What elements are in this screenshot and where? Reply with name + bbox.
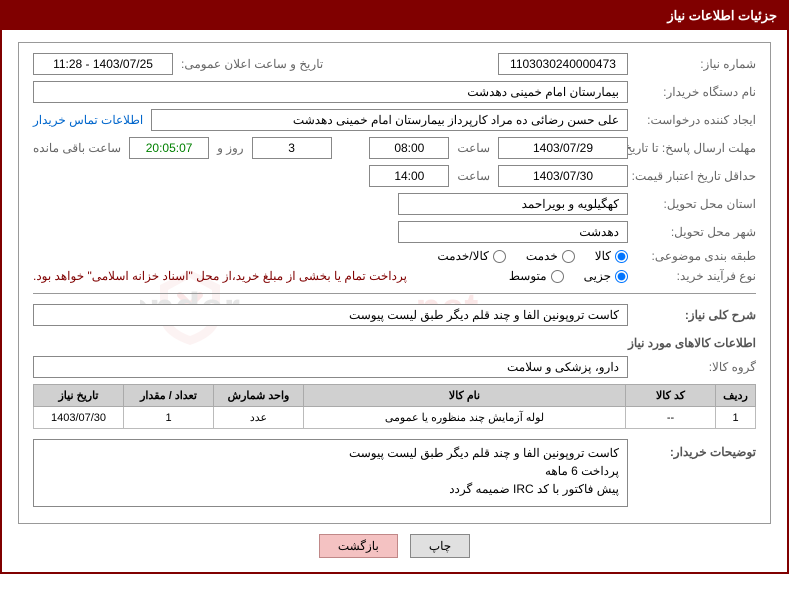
- cell-name: لوله آزمایش چند منظوره یا عمومی: [304, 407, 626, 429]
- reply-deadline-label: مهلت ارسال پاسخ: تا تاریخ:: [636, 141, 756, 155]
- divider-1: [33, 293, 756, 294]
- th-qty: تعداد / مقدار: [124, 385, 214, 407]
- requester-label: ایجاد کننده درخواست:: [636, 113, 756, 127]
- goods-group-label: گروه کالا:: [636, 360, 756, 374]
- panel-title: جزئیات اطلاعات نیاز: [667, 8, 777, 23]
- main-panel: جزئیات اطلاعات نیاز شماره نیاز: 11030302…: [0, 0, 789, 574]
- radio-goods-service[interactable]: کالا/خدمت: [437, 249, 505, 263]
- delivery-province-label: استان محل تحویل:: [636, 197, 756, 211]
- radio-medium[interactable]: متوسط: [509, 269, 564, 283]
- details-box: شماره نیاز: 1103030240000473 تاریخ و ساع…: [18, 42, 771, 524]
- radio-goods-service-label: کالا/خدمت: [437, 249, 488, 263]
- radio-service[interactable]: خدمت: [526, 249, 575, 263]
- delivery-city-value: دهدشت: [398, 221, 628, 243]
- panel-header: جزئیات اطلاعات نیاز: [2, 2, 787, 30]
- buyer-note-1: کاست تروپونین الفا و چند قلم دیگر طبق لی…: [42, 446, 619, 460]
- table-row: 1 -- لوله آزمایش چند منظوره یا عمومی عدد…: [34, 407, 756, 429]
- buyer-notes-label: توضیحات خریدار:: [636, 439, 756, 459]
- delivery-city-label: شهر محل تحویل:: [636, 225, 756, 239]
- category-label: طبقه بندی موضوعی:: [636, 249, 756, 263]
- button-row: چاپ بازگشت: [18, 524, 771, 564]
- th-row: ردیف: [716, 385, 756, 407]
- radio-partial-label: جزیی: [584, 269, 611, 283]
- cell-qty: 1: [124, 407, 214, 429]
- radio-partial[interactable]: جزیی: [584, 269, 628, 283]
- validity-label: حداقل تاریخ اعتبار قیمت: تا تاریخ:: [636, 169, 756, 183]
- purchase-process-label: نوع فرآیند خرید:: [636, 269, 756, 283]
- reply-deadline-time: 08:00: [369, 137, 449, 159]
- th-name: نام کالا: [304, 385, 626, 407]
- time-label-2: ساعت: [457, 169, 490, 183]
- cell-code: --: [626, 407, 716, 429]
- remaining-label: ساعت باقی مانده: [33, 141, 121, 155]
- radio-partial-input[interactable]: [615, 270, 628, 283]
- goods-group-value: دارو، پزشکی و سلامت: [33, 356, 628, 378]
- buyer-note-2: پرداخت 6 ماهه: [42, 464, 619, 478]
- general-desc-label: شرح کلی نیاز:: [636, 308, 756, 322]
- general-desc-value: کاست تروپونین الفا و چند قلم دیگر طبق لی…: [33, 304, 628, 326]
- th-date: تاریخ نیاز: [34, 385, 124, 407]
- buyer-contact-link[interactable]: اطلاعات تماس خریدار: [33, 113, 143, 127]
- th-code: کد کالا: [626, 385, 716, 407]
- cell-row: 1: [716, 407, 756, 429]
- validity-time: 14:00: [369, 165, 449, 187]
- need-number-label: شماره نیاز:: [636, 57, 756, 71]
- time-label-1: ساعت: [457, 141, 490, 155]
- radio-medium-input[interactable]: [551, 270, 564, 283]
- requester-value: علی حسن رضائی ده مراد کارپرداز بیمارستان…: [151, 109, 628, 131]
- payment-note: پرداخت تمام یا بخشی از مبلغ خرید،از محل …: [33, 269, 407, 283]
- need-number-value: 1103030240000473: [498, 53, 628, 75]
- th-unit: واحد شمارش: [214, 385, 304, 407]
- buyer-org-label: نام دستگاه خریدار:: [636, 85, 756, 99]
- radio-medium-label: متوسط: [509, 269, 547, 283]
- print-button[interactable]: چاپ: [410, 534, 470, 558]
- reply-deadline-date: 1403/07/29: [498, 137, 628, 159]
- buyer-note-3: پیش فاکتور با کد IRC ضمیمه گردد: [42, 482, 619, 496]
- category-radio-group: کالا خدمت کالا/خدمت: [437, 249, 628, 263]
- table-header-row: ردیف کد کالا نام کالا واحد شمارش تعداد /…: [34, 385, 756, 407]
- radio-goods-label: کالا: [595, 249, 611, 263]
- days-and-label: روز و: [217, 141, 244, 155]
- radio-service-label: خدمت: [526, 249, 558, 263]
- buyer-org-value: بیمارستان امام خمینی دهدشت: [33, 81, 628, 103]
- cell-unit: عدد: [214, 407, 304, 429]
- radio-service-input[interactable]: [562, 250, 575, 263]
- remaining-days: 3: [252, 137, 332, 159]
- remaining-time: 20:05:07: [129, 137, 209, 159]
- goods-table: ردیف کد کالا نام کالا واحد شمارش تعداد /…: [33, 384, 756, 429]
- delivery-province-value: کهگیلویه و بویراحمد: [398, 193, 628, 215]
- radio-goods-input[interactable]: [615, 250, 628, 263]
- buyer-notes-box: کاست تروپونین الفا و چند قلم دیگر طبق لی…: [33, 439, 628, 507]
- cell-date: 1403/07/30: [34, 407, 124, 429]
- back-button[interactable]: بازگشت: [319, 534, 398, 558]
- announce-date-value: 1403/07/25 - 11:28: [33, 53, 173, 75]
- announce-date-label: تاریخ و ساعت اعلان عمومی:: [181, 57, 323, 71]
- goods-info-title: اطلاعات کالاهای مورد نیاز: [33, 336, 756, 350]
- validity-date: 1403/07/30: [498, 165, 628, 187]
- radio-goods[interactable]: کالا: [595, 249, 628, 263]
- process-radio-group: جزیی متوسط: [509, 269, 628, 283]
- radio-goods-service-input[interactable]: [493, 250, 506, 263]
